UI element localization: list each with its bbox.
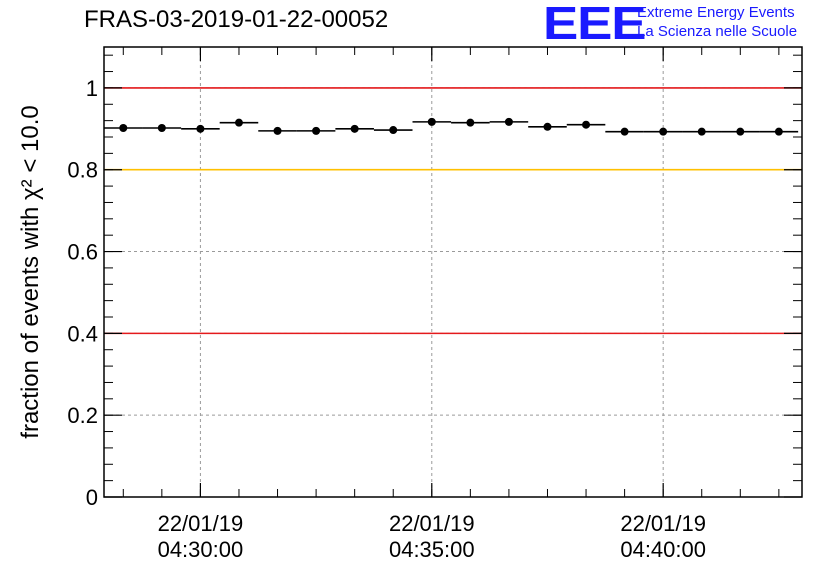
- x-tick-label-date: 22/01/19: [158, 511, 244, 536]
- data-point: [543, 122, 552, 131]
- data-point: [736, 127, 745, 136]
- y-tick-label: 0.2: [67, 403, 98, 428]
- data-point: [273, 126, 282, 135]
- eee-logo: EEE: [543, 0, 647, 49]
- data-point: [697, 127, 706, 136]
- y-tick-label: 1: [86, 76, 98, 101]
- y-tick-label: 0: [86, 485, 98, 510]
- grid-lines: [104, 47, 802, 497]
- data-point: [659, 127, 668, 136]
- data-point: [620, 127, 629, 136]
- x-tick-label-time: 04:35:00: [389, 537, 475, 562]
- data-point: [389, 126, 398, 135]
- logo-caption: Extreme Energy Events La Scienza nelle S…: [637, 3, 797, 41]
- chart-title: FRAS-03-2019-01-22-00052: [84, 6, 389, 33]
- reference-lines: [104, 87, 802, 335]
- data-point: [157, 124, 166, 132]
- data-point: [119, 124, 128, 132]
- y-tick-labels: 0 0.2 0.4 0.6 0.8 1: [67, 76, 98, 510]
- axis-ticks: [104, 47, 802, 498]
- y-tick-label: 0.4: [67, 321, 98, 346]
- data-point: [427, 117, 436, 126]
- x-tick-label-time: 04:40:00: [620, 537, 706, 562]
- logo-caption-line2: La Scienza nelle Scuole: [637, 23, 798, 40]
- y-axis-title: fraction of events with χ² < 10.0: [17, 105, 44, 438]
- x-tick-label-date: 22/01/19: [620, 511, 706, 536]
- data-point: [234, 118, 243, 127]
- y-tick-label: 0.6: [67, 240, 98, 265]
- data-point: [196, 124, 205, 133]
- x-tick-labels: 22/01/1904:30:0022/01/1904:35:0022/01/19…: [158, 511, 706, 562]
- data-point: [350, 124, 359, 133]
- x-tick-label-date: 22/01/19: [389, 511, 475, 536]
- x-tick-label-time: 04:30:00: [158, 537, 244, 562]
- data-points: [104, 117, 799, 136]
- data-point: [504, 117, 513, 126]
- plot-frame: [103, 46, 803, 498]
- y-tick-label: 0.8: [67, 158, 98, 183]
- data-point: [582, 120, 591, 129]
- data-point: [774, 127, 783, 136]
- data-point: [466, 118, 475, 127]
- data-point: [312, 126, 321, 135]
- logo-caption-line1: Extreme Energy Events: [637, 4, 795, 21]
